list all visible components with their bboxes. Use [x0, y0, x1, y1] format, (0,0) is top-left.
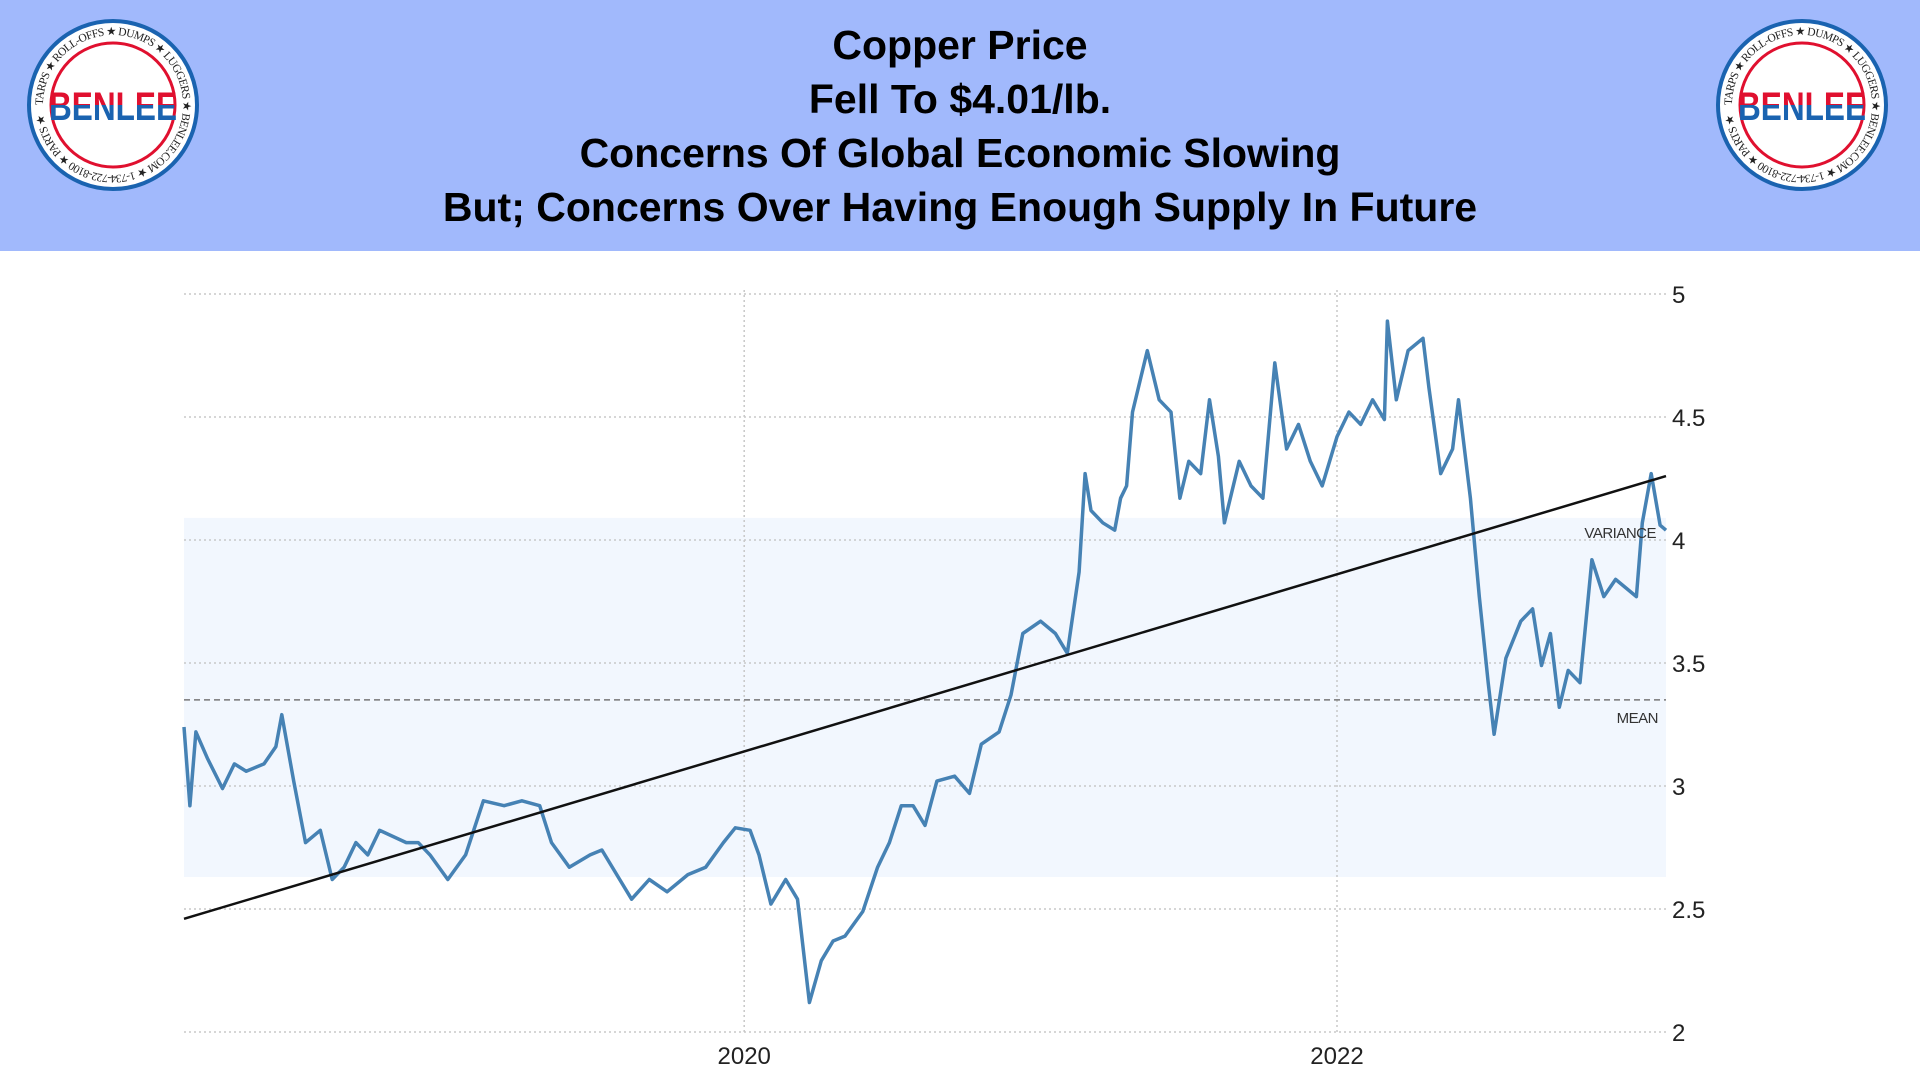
mean-label: MEAN [1617, 710, 1658, 727]
y-tick-label: 4.5 [1672, 405, 1705, 432]
benlee-logo-right: TARPS ★ ROLL-OFFS ★ DUMPS ★ LUGGERS ★ BE… [1716, 19, 1888, 191]
y-tick-label: 5 [1672, 282, 1685, 309]
y-tick-label: 3.5 [1672, 651, 1705, 678]
logo-brand-text: BENLEE [49, 85, 177, 129]
y-tick-label: 2 [1672, 1020, 1685, 1047]
page-title: Copper Price Fell To $4.01/lb. Concerns … [300, 18, 1620, 234]
title-line-3: Concerns Of Global Economic Slowing [579, 130, 1341, 176]
x-tick-label: 2020 [718, 1043, 771, 1070]
logo-inner-ring [49, 41, 177, 169]
y-tick-label: 4 [1672, 528, 1685, 555]
header-banner: Copper Price Fell To $4.01/lb. Concerns … [0, 0, 1920, 251]
title-line-2: Fell To $4.01/lb. [808, 76, 1112, 122]
logo-brand-text: BENLEE [1738, 85, 1866, 129]
y-tick-label: 2.5 [1672, 897, 1705, 924]
logo-inner-ring [1738, 41, 1866, 169]
x-tick-label: 2022 [1310, 1043, 1363, 1070]
title-line-4: But; Concerns Over Having Enough Supply … [442, 184, 1478, 230]
y-tick-label: 3 [1672, 774, 1685, 801]
trend-line [183, 474, 1667, 921]
variance-label: VARIANCE [1584, 525, 1656, 542]
benlee-logo-left: TARPS ★ ROLL-OFFS ★ DUMPS ★ LUGGERS ★ BE… [27, 19, 199, 191]
copper-price-line [182, 319, 1668, 1005]
logo-brand-text: BENLEE [1738, 85, 1866, 129]
logo-brand-text: BENLEE [49, 85, 177, 129]
title-line-1: Copper Price [832, 22, 1088, 68]
